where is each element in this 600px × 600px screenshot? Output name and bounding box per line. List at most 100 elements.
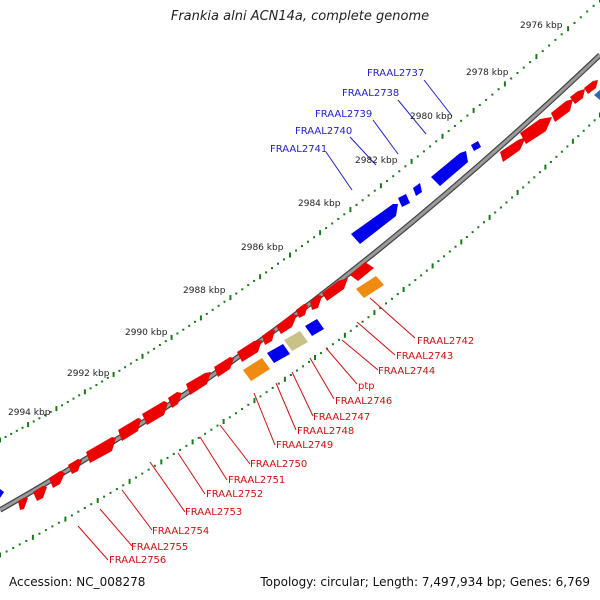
minor-tick [283, 258, 285, 261]
minor-tick [505, 201, 508, 204]
minor-tick [555, 155, 558, 158]
feature-block [284, 331, 308, 351]
minor-tick [188, 324, 191, 327]
minor-tick [176, 332, 179, 335]
tick-label: 2976 kbp [520, 21, 563, 31]
feature-block [305, 319, 324, 336]
gene-label: FRAAL2737 [367, 68, 424, 79]
gene-label: FRAAL2753 [185, 507, 242, 518]
minor-tick [277, 382, 280, 385]
minor-tick [44, 414, 47, 417]
minor-tick [194, 320, 196, 323]
gene-label: FRAAL2752 [206, 489, 263, 500]
minor-tick [420, 274, 423, 277]
inner-tick-track [0, 112, 600, 558]
minor-tick [453, 125, 456, 127]
minor-tick [289, 374, 292, 376]
gene-arrow [471, 141, 481, 151]
gene-arrow [168, 392, 182, 408]
major-tick [199, 315, 202, 321]
major-tick [160, 459, 163, 465]
major-tick [283, 376, 286, 382]
gene-label: FRAAL2742 [417, 336, 474, 347]
minor-tick [460, 119, 463, 122]
gene-arrow [584, 80, 598, 94]
minor-tick [307, 240, 309, 243]
minor-tick [361, 320, 364, 323]
accession-text: Accession: NC_008278 [9, 575, 146, 589]
minor-tick [235, 412, 237, 415]
major-tick [55, 406, 58, 412]
major-tick [319, 230, 322, 236]
minor-tick [295, 249, 297, 252]
minor-tick [38, 532, 41, 535]
gene-label: FRAAL2747 [313, 412, 370, 423]
minor-tick [21, 426, 24, 429]
feature-block [243, 358, 270, 381]
minor-tick [404, 165, 407, 168]
gene-label: FRAAL2749 [276, 440, 333, 451]
major-tick [503, 81, 506, 87]
gene-arrow [351, 204, 398, 244]
reverse-genes-track [0, 80, 600, 510]
gene-arrow [237, 340, 262, 362]
minor-tick [77, 510, 80, 513]
minor-tick [265, 271, 268, 274]
gene-label: FRAAL2744 [378, 366, 435, 377]
minor-tick [554, 38, 557, 41]
gene-label: FRAAL2738 [342, 88, 399, 99]
minor-tick [385, 302, 388, 305]
minor-tick [549, 161, 552, 163]
forward-gene-labels: FRAAL2737 FRAAL2738 FRAAL2739 FRAAL2740 FRAA… [270, 68, 424, 155]
major-tick [373, 310, 376, 316]
minor-tick [529, 61, 532, 64]
major-tick [170, 334, 173, 340]
minor-tick [429, 145, 432, 148]
gene-label: FRAAL2740 [295, 126, 352, 137]
major-tick [488, 214, 491, 220]
minor-tick [437, 260, 440, 263]
minor-tick [483, 221, 485, 224]
minor-tick [247, 284, 250, 287]
minor-tick [485, 98, 488, 101]
gene-label: FRAAL2743 [396, 351, 453, 362]
major-tick [27, 422, 30, 428]
tick-labels: 2976 kbp 2978 kbp 2980 kbp 2982 kbp 2984 kbp… [8, 21, 563, 418]
minor-tick [217, 304, 220, 307]
major-tick [128, 478, 131, 484]
minor-tick [129, 362, 132, 365]
minor-tick [527, 181, 530, 184]
gene-arrow [594, 90, 600, 100]
major-tick [0, 552, 1, 558]
gene-arrow [276, 314, 297, 334]
minor-tick [331, 343, 334, 346]
minor-tick [302, 365, 304, 368]
major-tick [343, 332, 346, 338]
minor-tick [101, 380, 104, 383]
minor-tick [373, 189, 376, 192]
minor-tick [386, 180, 388, 182]
minor-tick [499, 206, 502, 209]
minor-tick [135, 476, 137, 479]
minor-tick [511, 196, 514, 199]
minor-tick [586, 10, 589, 13]
major-tick [112, 371, 115, 377]
minor-tick [522, 66, 525, 69]
gene-arrow [0, 489, 4, 498]
major-tick [314, 355, 316, 360]
minor-tick [89, 387, 92, 390]
minor-tick [172, 452, 175, 455]
tick-label: 2990 kbp [125, 328, 168, 338]
major-tick [289, 252, 291, 258]
gene-arrow [296, 304, 308, 318]
minor-tick [593, 119, 596, 122]
minor-tick [197, 436, 200, 439]
major-tick [567, 26, 570, 32]
minor-tick [78, 394, 81, 397]
tick-label: 2994 kbp [8, 408, 51, 418]
minor-tick [166, 456, 169, 459]
minor-tick [51, 525, 54, 528]
minor-tick [361, 199, 364, 202]
minor-tick [118, 369, 121, 372]
gene-label: FRAAL2746 [335, 396, 392, 407]
